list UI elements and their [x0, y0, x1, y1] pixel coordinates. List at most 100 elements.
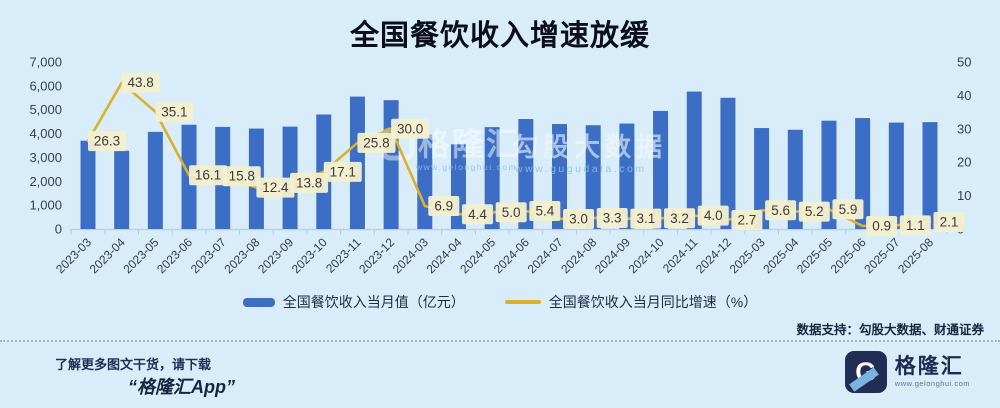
line-label-2023-09: 13.8 — [296, 175, 322, 190]
gelonghui-logo-icon: G — [844, 351, 887, 393]
x-axis-label: 2024-10 — [626, 235, 667, 276]
line-label-box-2025-08 — [933, 211, 965, 232]
right-axis-tick-label: 40 — [957, 88, 971, 103]
line-label-box-2025-05 — [832, 199, 864, 220]
x-axis-label: 2024-05 — [457, 235, 498, 276]
left-axis-tick-label: 5,000 — [29, 102, 62, 117]
line-series-swatch — [504, 300, 541, 304]
left-axis-tick-label: 3,000 — [29, 150, 62, 165]
x-axis-label: 2023-09 — [255, 235, 296, 276]
right-axis-tick-label: 20 — [957, 155, 971, 170]
left-axis-tick-label: 2,000 — [29, 174, 62, 189]
line-label-2024-06: 5.4 — [535, 203, 554, 218]
data-support-note: 数据支持：勾股大数据、财通证券 — [796, 323, 984, 337]
watermark-gogudata-url: www.gugudata.com — [514, 163, 647, 175]
legend-item-line: 全国餐饮收入当月同比增速（%） — [504, 292, 757, 312]
line-label-2024-03: 6.9 — [434, 198, 453, 213]
x-axis-label: 2025-06 — [828, 235, 869, 276]
x-axis-label: 2023-05 — [120, 235, 161, 276]
x-axis-label: 2025-08 — [895, 235, 936, 276]
line-label-box-2024-12 — [731, 209, 763, 230]
logo-url: www.gelonghui.com — [894, 379, 970, 389]
line-label-2023-05: 35.1 — [161, 104, 187, 119]
combo-chart: 01,0002,0003,0004,0005,0006,0007,0000102… — [29, 55, 971, 277]
x-axis-label: 2023-06 — [154, 235, 195, 276]
line-label-box-2023-03 — [88, 131, 126, 152]
line-label-2023-03: 26.3 — [94, 134, 120, 149]
bar-2025-08 — [922, 122, 938, 229]
left-axis-tick-label: 6,000 — [29, 78, 62, 93]
line-label-box-2023-12 — [391, 118, 430, 139]
watermark-gelonghui-text: 格隆汇 — [418, 126, 520, 162]
line-label-2025-07: 1.1 — [906, 218, 925, 233]
x-axis-label: 2024-06 — [491, 235, 532, 276]
bar-2025-07 — [888, 122, 904, 229]
separator-line — [0, 340, 1000, 342]
line-label-2024-12: 2.7 — [738, 212, 757, 227]
line-label-box-2023-11 — [357, 132, 396, 153]
line-label-box-2024-10 — [664, 208, 696, 229]
left-axis-tick-label: 7,000 — [29, 55, 62, 70]
line-label-2023-08: 12.4 — [262, 180, 289, 195]
line-label-2024-07: 3.0 — [569, 211, 588, 226]
x-axis-label: 2024-07 — [525, 235, 566, 276]
chart-legend: 全国餐饮收入当月值（亿元） 全国餐饮收入当月同比增速（%） — [0, 291, 1000, 313]
x-axis-label: 2024-03 — [390, 235, 431, 276]
bar-2024-12 — [720, 97, 736, 230]
bar-2023-04 — [114, 150, 130, 229]
x-axis-label: 2023-07 — [188, 235, 229, 276]
watermark-gogudata-text: 勾股大数据 — [512, 132, 667, 162]
left-axis-tick-label: 4,000 — [29, 126, 62, 141]
watermark-gelonghui-url: www.gelonghui.com — [415, 162, 517, 172]
x-axis-label: 2023-10 — [289, 235, 330, 276]
line-label-box-2024-08 — [596, 207, 628, 228]
line-label-box-2023-08 — [256, 177, 295, 198]
bar-2024-09 — [619, 123, 635, 229]
line-label-box-2024-05 — [495, 202, 527, 223]
legend-item-bars: 全国餐饮收入当月值（亿元） — [242, 292, 465, 312]
line-label-2024-04: 4.4 — [468, 207, 487, 222]
line-label-2025-03: 5.6 — [771, 203, 790, 218]
footer-promo-text: 了解更多图文干货，请下载 — [55, 357, 212, 372]
line-label-2023-04: 43.8 — [128, 75, 154, 90]
x-axis-label: 2023-12 — [356, 235, 397, 276]
line-label-2023-07: 15.8 — [229, 169, 255, 184]
left-axis-tick-label: 1,000 — [29, 198, 62, 213]
line-label-2025-04: 5.2 — [805, 204, 824, 219]
line-label-2025-05: 5.9 — [839, 202, 858, 217]
line-label-box-2025-04 — [798, 201, 830, 222]
bar-2024-10 — [653, 110, 669, 229]
line-label-box-2024-09 — [630, 208, 662, 229]
line-label-2025-06: 0.9 — [872, 218, 891, 233]
line-label-box-2024-03 — [428, 195, 460, 216]
bar-2023-03 — [80, 140, 96, 229]
line-label-box-2023-04 — [121, 72, 160, 93]
line-label-box-2025-07 — [899, 215, 931, 236]
line-label-box-2024-06 — [529, 200, 561, 221]
line-label-box-2024-07 — [563, 208, 595, 229]
line-label-2024-11: 4.0 — [704, 208, 723, 223]
x-axis-label: 2023-03 — [53, 235, 94, 276]
right-axis-tick-label: 30 — [957, 121, 971, 136]
x-axis-label: 2025-07 — [861, 235, 902, 276]
line-label-2023-10: 17.1 — [330, 164, 356, 179]
gelonghui-logo: G 格隆汇 www.gelonghui.com — [844, 351, 970, 393]
bar-series-swatch — [242, 297, 275, 307]
right-axis-tick-label: 50 — [957, 55, 971, 70]
bar-2023-05 — [147, 131, 163, 229]
x-axis-label: 2025-04 — [760, 235, 801, 276]
bar-2024-08 — [585, 125, 601, 229]
line-label-2024-09: 3.1 — [636, 211, 655, 226]
line-label-box-2023-09 — [290, 172, 329, 193]
line-label-box-2023-07 — [222, 166, 261, 187]
line-label-2023-06: 16.1 — [195, 168, 221, 183]
line-label-box-2025-06 — [866, 215, 898, 236]
line-label-2024-10: 3.2 — [670, 211, 689, 226]
line-label-2023-11: 25.8 — [363, 135, 389, 150]
x-axis-label: 2025-05 — [794, 235, 835, 276]
line-label-2023-12: 30.0 — [397, 121, 423, 136]
line-label-2025-08: 2.1 — [940, 214, 959, 229]
bar-2024-11 — [686, 91, 702, 229]
bar-series-label: 全国餐饮收入当月值（亿元） — [282, 294, 465, 310]
line-label-box-2023-06 — [189, 165, 228, 186]
